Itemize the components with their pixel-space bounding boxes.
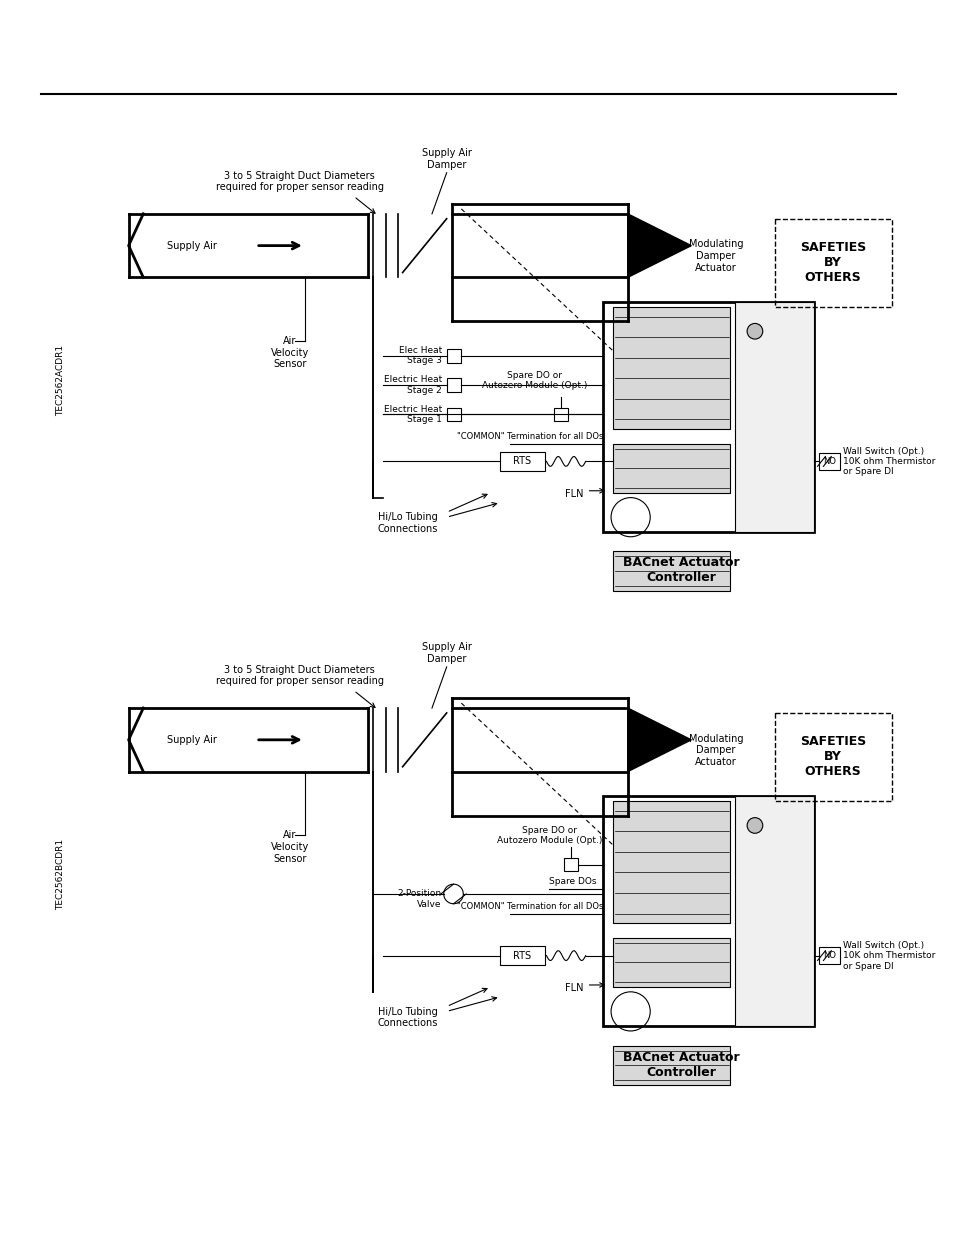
Text: Spare DOs: Spare DOs	[549, 877, 597, 887]
Bar	[613, 443, 730, 493]
Polygon shape	[627, 708, 691, 772]
Bar	[500, 946, 544, 966]
Bar	[602, 797, 813, 1026]
Bar	[735, 797, 813, 1026]
Bar	[613, 939, 730, 987]
Bar	[818, 947, 840, 965]
Text: Supply Air: Supply Air	[167, 241, 216, 251]
Text: Elec Heat
Stage 3: Elec Heat Stage 3	[398, 346, 441, 366]
Bar	[818, 452, 840, 471]
Text: Air
Velocity
Sensor: Air Velocity Sensor	[271, 336, 309, 369]
Text: Hi/Lo Tubing
Connections: Hi/Lo Tubing Connections	[377, 1007, 437, 1028]
Text: 3 to 5 Straight Duct Diameters
required for proper sensor reading: 3 to 5 Straight Duct Diameters required …	[215, 170, 383, 193]
Text: "COMMON" Termination for all DOs: "COMMON" Termination for all DOs	[456, 902, 602, 910]
Text: Supply Air
Damper: Supply Air Damper	[421, 148, 471, 169]
Circle shape	[746, 818, 762, 834]
Bar	[613, 802, 730, 924]
Text: FLN: FLN	[564, 489, 583, 499]
Text: Modulating
Damper
Actuator: Modulating Damper Actuator	[688, 240, 742, 273]
Text: RTS: RTS	[513, 457, 531, 467]
Text: Supply Air: Supply Air	[167, 735, 216, 745]
Text: FLN: FLN	[564, 983, 583, 993]
Bar	[774, 219, 891, 306]
Text: Hi/Lo Tubing
Connections: Hi/Lo Tubing Connections	[377, 513, 437, 534]
Text: Electric Heat
Stage 2: Electric Heat Stage 2	[383, 375, 441, 395]
Text: NO: NO	[821, 457, 835, 466]
Text: BACnet Actuator
Controller: BACnet Actuator Controller	[622, 1051, 740, 1078]
Text: 3 to 5 Straight Duct Diameters
required for proper sensor reading: 3 to 5 Straight Duct Diameters required …	[215, 664, 383, 687]
Text: SAFETIES
BY
OTHERS: SAFETIES BY OTHERS	[800, 736, 865, 778]
Text: "COMMON" Termination for all DOs: "COMMON" Termination for all DOs	[456, 432, 602, 441]
Text: NO: NO	[821, 951, 835, 960]
Text: Wall Switch (Opt.)
10K ohm Thermistor
or Spare DI: Wall Switch (Opt.) 10K ohm Thermistor or…	[842, 941, 934, 971]
Text: RTS: RTS	[513, 951, 531, 961]
Polygon shape	[627, 214, 691, 278]
Circle shape	[746, 324, 762, 340]
Text: Supply Air
Damper: Supply Air Damper	[421, 642, 471, 664]
Bar	[602, 301, 813, 532]
Text: BACnet Actuator
Controller: BACnet Actuator Controller	[622, 556, 740, 584]
Text: Air
Velocity
Sensor: Air Velocity Sensor	[271, 830, 309, 863]
Bar	[563, 858, 578, 872]
Bar	[554, 408, 567, 421]
Text: TEC2562BCDR1: TEC2562BCDR1	[55, 839, 65, 910]
Bar	[446, 348, 461, 363]
Bar	[613, 306, 730, 429]
Text: Spare DO or
Autozero Module (Opt.): Spare DO or Autozero Module (Opt.)	[481, 370, 587, 390]
Bar	[500, 452, 544, 472]
Text: Wall Switch (Opt.)
10K ohm Thermistor
or Spare DI: Wall Switch (Opt.) 10K ohm Thermistor or…	[842, 447, 934, 477]
Text: TEC2562ACDR1: TEC2562ACDR1	[55, 345, 65, 416]
Bar	[446, 378, 461, 391]
Bar	[613, 552, 730, 590]
Bar	[774, 713, 891, 802]
Bar	[446, 408, 461, 421]
Text: Electric Heat
Stage 1: Electric Heat Stage 1	[383, 405, 441, 424]
Text: SAFETIES
BY
OTHERS: SAFETIES BY OTHERS	[800, 241, 865, 284]
Text: Modulating
Damper
Actuator: Modulating Damper Actuator	[688, 734, 742, 767]
Bar	[613, 1046, 730, 1084]
Bar	[735, 301, 813, 532]
Text: Spare DO or
Autozero Module (Opt.): Spare DO or Autozero Module (Opt.)	[497, 826, 601, 845]
Text: 2-Position
Valve: 2-Position Valve	[397, 889, 441, 909]
